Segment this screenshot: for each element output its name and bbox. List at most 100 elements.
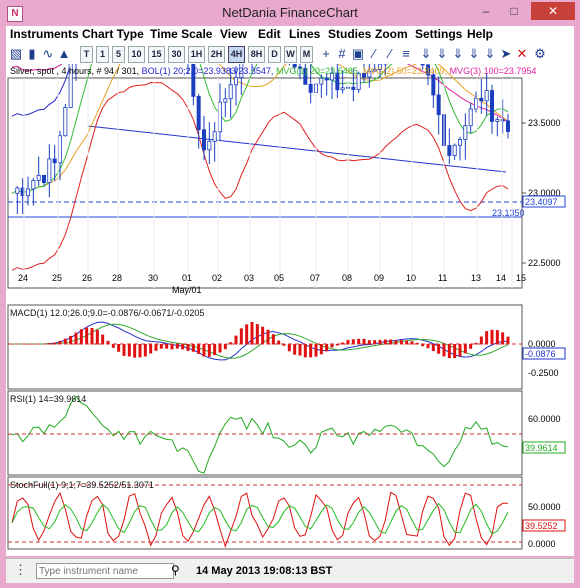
minimize-button[interactable]: – xyxy=(482,4,490,18)
tf-button-15[interactable]: 15 xyxy=(148,46,165,63)
x-axis-label: 14 xyxy=(496,273,506,283)
macd-histogram-bar xyxy=(218,344,222,353)
macd-histogram-bar xyxy=(149,344,153,354)
tf-button-d[interactable]: D xyxy=(268,46,281,63)
candle-body xyxy=(63,107,68,137)
mvg2-label: MVG(2) 50=23.8409, xyxy=(362,66,450,76)
macd-histogram-bar xyxy=(202,344,206,357)
menu-zoom[interactable]: Zoom xyxy=(375,27,408,41)
mvg3-label: MVG(3) 100=23.7954 xyxy=(449,66,537,76)
macd-histogram-bar xyxy=(186,344,190,351)
candle-body xyxy=(25,188,30,197)
price-marker-box xyxy=(522,195,566,208)
tf-button-1[interactable]: 1 xyxy=(96,46,109,63)
macd-histogram-bar xyxy=(309,344,313,358)
tf-button-4h[interactable]: 4H xyxy=(228,46,245,63)
menu-lines[interactable]: Lines xyxy=(289,27,321,41)
tf-button-2h[interactable]: 2H xyxy=(208,46,225,63)
candle-body xyxy=(228,84,233,100)
menu-help[interactable]: Help xyxy=(467,27,494,41)
candle-chart-icon[interactable]: ▮ xyxy=(28,46,36,61)
menu-time-scale[interactable]: Time Scale xyxy=(150,27,213,41)
candle-body xyxy=(484,90,489,102)
tf-button-w[interactable]: W xyxy=(284,46,297,63)
zoom-box-icon[interactable]: ▣ xyxy=(351,46,365,61)
macd-histogram-bar xyxy=(90,328,94,345)
channel-icon[interactable]: ∕ xyxy=(388,46,392,61)
bar-chart-icon[interactable]: ▧ xyxy=(9,46,23,61)
menu-edit[interactable]: Edit xyxy=(258,27,281,41)
rsi-line xyxy=(11,395,509,474)
tf-button-30[interactable]: 30 xyxy=(168,46,185,63)
instrument-label: Silver, spot , 4 hours, # 94 / 301, xyxy=(10,66,142,76)
candle-body xyxy=(495,119,500,122)
macd-histogram-bar xyxy=(106,340,110,345)
macd-axis-label: -0.2500 xyxy=(528,368,559,378)
macd-histogram-bar xyxy=(501,332,505,345)
x-axis-label: 30 xyxy=(148,273,158,283)
candle-body xyxy=(207,140,212,151)
candle-body xyxy=(15,187,20,194)
pointer-icon[interactable]: ➤ xyxy=(500,46,512,61)
line-chart-icon[interactable]: ∿ xyxy=(42,46,54,61)
candle-body xyxy=(489,90,494,122)
fibonacci-icon[interactable]: ≡ xyxy=(402,46,410,61)
search-icon[interactable]: ⚲ xyxy=(171,563,180,577)
menu-studies[interactable]: Studies xyxy=(328,27,372,41)
menu-settings[interactable]: Settings xyxy=(415,27,463,41)
candle-body xyxy=(447,145,452,156)
arrow-down-icon-4[interactable]: ⇓ xyxy=(468,46,480,61)
arrow-down-icon-2[interactable]: ⇓ xyxy=(436,46,448,61)
candle-body xyxy=(42,174,47,184)
close-button[interactable]: ✕ xyxy=(531,2,575,20)
crosshair-icon[interactable]: + xyxy=(322,46,330,61)
title-bar: N NetDania FinanceChart – □ ✕ xyxy=(0,0,580,26)
macd-histogram-bar xyxy=(287,344,291,352)
x-axis-label: 08 xyxy=(342,273,352,283)
tf-button-t[interactable]: T xyxy=(80,46,93,63)
grid-icon[interactable]: # xyxy=(338,46,346,61)
chart-canvas[interactable]: 25.500025.000024.500024.000023.500023.00… xyxy=(6,64,574,556)
candle-body xyxy=(223,98,228,103)
area-chart-icon[interactable]: ▲ xyxy=(57,46,71,61)
maximize-button[interactable]: □ xyxy=(510,4,518,18)
macd-histogram-bar xyxy=(117,344,121,352)
candle-body xyxy=(47,158,52,184)
macd-histogram-bar xyxy=(421,344,425,347)
delete-icon[interactable]: ✕ xyxy=(516,46,528,61)
tf-button-8h[interactable]: 8H xyxy=(248,46,265,63)
menu-view[interactable]: View xyxy=(220,27,248,41)
macd-marker-box xyxy=(522,347,566,360)
candle-body xyxy=(351,86,356,90)
macd-histogram-bar xyxy=(282,344,286,346)
mvg1-label: MVG(1) 20=23.6485, xyxy=(275,66,363,76)
trendline-icon[interactable]: ∕ xyxy=(372,46,376,61)
macd-histogram-bar xyxy=(319,344,323,355)
macd-histogram-bar xyxy=(463,344,467,354)
candle-body xyxy=(308,83,313,93)
instrument-search-input[interactable] xyxy=(36,563,174,579)
macd-histogram-bar xyxy=(85,327,89,345)
candle-body xyxy=(463,125,468,140)
tf-button-1h[interactable]: 1H xyxy=(188,46,205,63)
macd-axis-label: 0.0000 xyxy=(528,339,556,349)
macd-histogram-bar xyxy=(207,344,211,357)
arrow-down-icon-3[interactable]: ⇓ xyxy=(452,46,464,61)
x-axis-label: 13 xyxy=(471,273,481,283)
tf-button-10[interactable]: 10 xyxy=(128,46,145,63)
candle-body xyxy=(196,95,201,131)
settings-icon[interactable]: ⚙ xyxy=(534,46,546,61)
arrow-down-icon-5[interactable]: ⇓ xyxy=(484,46,496,61)
menu-instruments[interactable]: Instruments xyxy=(10,27,79,41)
price-axis-label: 23.5000 xyxy=(528,118,561,128)
rsi-label: RSI(1) 14=39.9614 xyxy=(10,394,87,404)
tf-button-5[interactable]: 5 xyxy=(112,46,125,63)
candle-body xyxy=(361,72,366,78)
arrow-down-icon[interactable]: ⇓ xyxy=(420,46,432,61)
macd-histogram-bar xyxy=(383,339,387,345)
tf-button-m[interactable]: M xyxy=(300,46,313,63)
candle-body xyxy=(473,97,478,110)
menu-chart-type[interactable]: Chart Type xyxy=(82,27,144,41)
macd-histogram-bar xyxy=(122,344,126,356)
candle-body xyxy=(191,64,196,97)
